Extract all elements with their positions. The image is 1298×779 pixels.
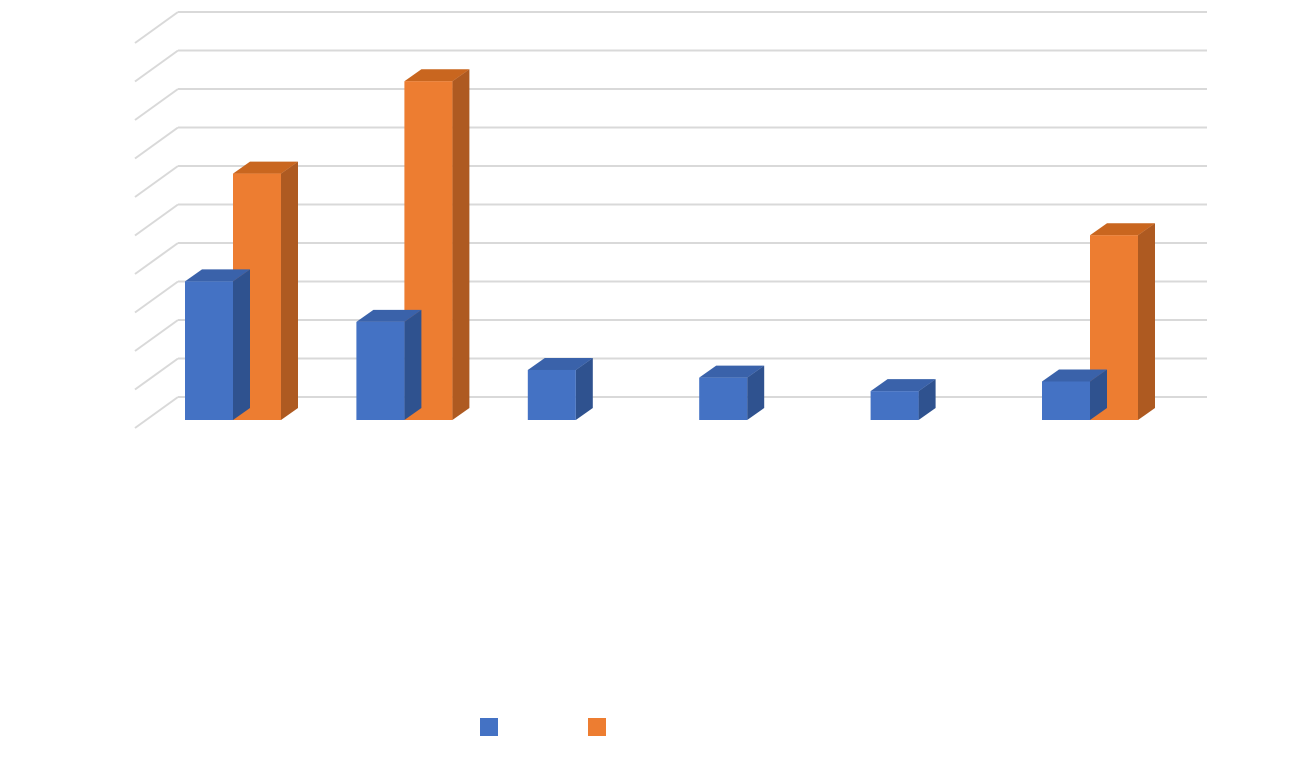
gridline	[134, 165, 1207, 198]
gridline	[134, 88, 1207, 121]
legend-marker-series-2	[588, 718, 606, 736]
gridline	[134, 203, 1207, 237]
bar-series-1-cat-2	[356, 309, 422, 420]
gridline	[134, 280, 1207, 314]
gridline	[134, 396, 1207, 429]
plot-bars	[185, 69, 1155, 420]
bar-series-1-cat-3	[527, 357, 593, 420]
bar-series-1-cat-5	[870, 379, 936, 420]
gridline	[134, 357, 1207, 391]
bar-series-1-cat-4	[699, 365, 765, 420]
legend-marker-series-1	[480, 718, 498, 736]
legend	[480, 718, 606, 736]
gridline	[134, 319, 1207, 352]
gridlines	[134, 11, 1207, 429]
gridline	[134, 49, 1207, 83]
gridline	[134, 11, 1207, 44]
bar-series-1-cat-1	[185, 269, 250, 420]
bar-series-1-cat-6	[1042, 369, 1107, 420]
gridline	[134, 126, 1207, 160]
bar-series-2-cat-2	[404, 69, 470, 420]
gridline	[134, 242, 1207, 275]
